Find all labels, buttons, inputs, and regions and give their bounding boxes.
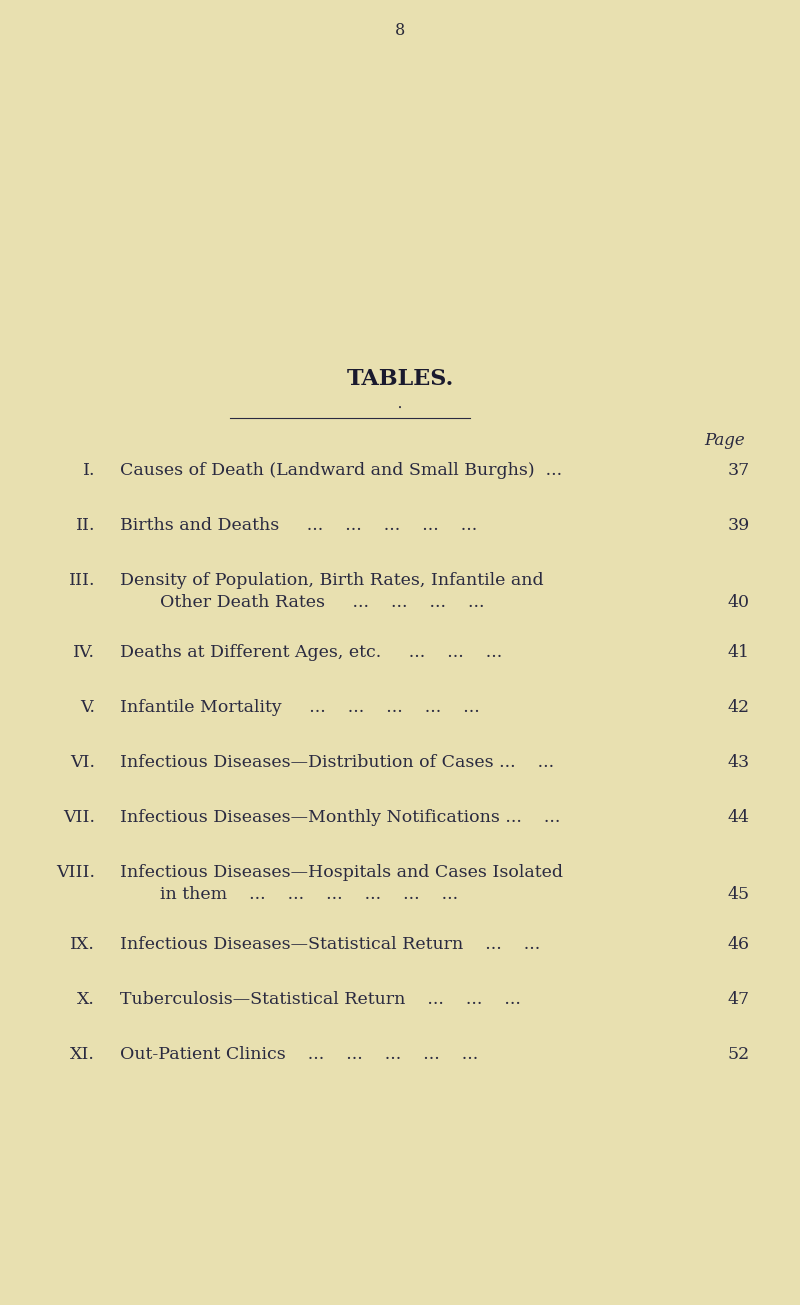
Text: 52: 52 bbox=[728, 1047, 750, 1064]
Text: Infectious Diseases—Monthly Notifications ...    ...: Infectious Diseases—Monthly Notification… bbox=[120, 809, 560, 826]
Text: Tuberculosis—Statistical Return    ...    ...    ...: Tuberculosis—Statistical Return ... ... … bbox=[120, 990, 521, 1007]
Text: Density of Population, Birth Rates, Infantile and: Density of Population, Birth Rates, Infa… bbox=[120, 572, 544, 589]
Text: Page: Page bbox=[704, 432, 745, 449]
Text: 41: 41 bbox=[728, 643, 750, 662]
Text: Infantile Mortality     ...    ...    ...    ...    ...: Infantile Mortality ... ... ... ... ... bbox=[120, 699, 480, 716]
Text: IV.: IV. bbox=[73, 643, 95, 662]
Text: II.: II. bbox=[75, 517, 95, 534]
Text: VII.: VII. bbox=[63, 809, 95, 826]
Text: Causes of Death (Landward and Small Burghs)  ...: Causes of Death (Landward and Small Burg… bbox=[120, 462, 562, 479]
Text: 47: 47 bbox=[728, 990, 750, 1007]
Text: 46: 46 bbox=[728, 936, 750, 953]
Text: I.: I. bbox=[82, 462, 95, 479]
Text: X.: X. bbox=[77, 990, 95, 1007]
Text: 42: 42 bbox=[728, 699, 750, 716]
Text: •: • bbox=[398, 405, 402, 412]
Text: 39: 39 bbox=[728, 517, 750, 534]
Text: Infectious Diseases—Distribution of Cases ...    ...: Infectious Diseases—Distribution of Case… bbox=[120, 754, 554, 771]
Text: 8: 8 bbox=[395, 22, 405, 39]
Text: Out-Patient Clinics    ...    ...    ...    ...    ...: Out-Patient Clinics ... ... ... ... ... bbox=[120, 1047, 478, 1064]
Text: V.: V. bbox=[80, 699, 95, 716]
Text: III.: III. bbox=[69, 572, 95, 589]
Text: 43: 43 bbox=[728, 754, 750, 771]
Text: TABLES.: TABLES. bbox=[346, 368, 454, 390]
Text: VIII.: VIII. bbox=[56, 864, 95, 881]
Text: in them    ...    ...    ...    ...    ...    ...: in them ... ... ... ... ... ... bbox=[160, 886, 458, 903]
Text: Deaths at Different Ages, etc.     ...    ...    ...: Deaths at Different Ages, etc. ... ... .… bbox=[120, 643, 502, 662]
Text: 44: 44 bbox=[728, 809, 750, 826]
Text: Infectious Diseases—Statistical Return    ...    ...: Infectious Diseases—Statistical Return .… bbox=[120, 936, 540, 953]
Text: Infectious Diseases—Hospitals and Cases Isolated: Infectious Diseases—Hospitals and Cases … bbox=[120, 864, 563, 881]
Text: 37: 37 bbox=[728, 462, 750, 479]
Text: Births and Deaths     ...    ...    ...    ...    ...: Births and Deaths ... ... ... ... ... bbox=[120, 517, 478, 534]
Text: IX.: IX. bbox=[70, 936, 95, 953]
Text: Other Death Rates     ...    ...    ...    ...: Other Death Rates ... ... ... ... bbox=[160, 594, 485, 611]
Text: 45: 45 bbox=[728, 886, 750, 903]
Text: VI.: VI. bbox=[70, 754, 95, 771]
Text: 40: 40 bbox=[728, 594, 750, 611]
Text: XI.: XI. bbox=[70, 1047, 95, 1064]
